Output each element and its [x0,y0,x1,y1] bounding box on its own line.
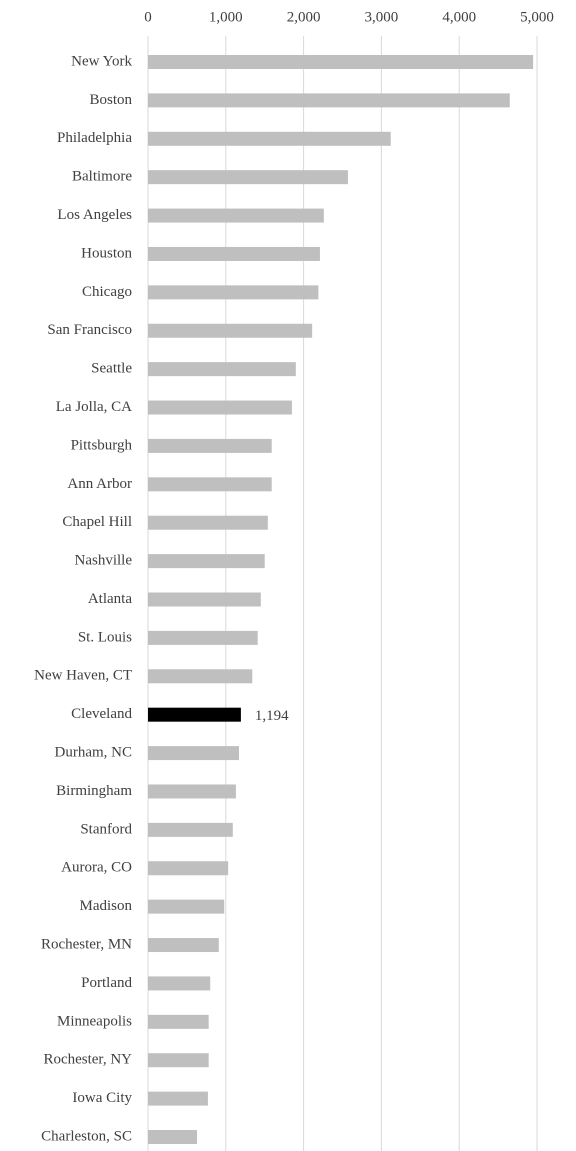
bar [148,938,219,953]
bar [148,55,534,69]
y-tick-label: Houston [81,245,132,261]
y-tick-label: Iowa City [72,1090,132,1106]
bar [148,400,292,415]
bar [148,861,229,876]
y-tick-label: Cleveland [71,706,132,722]
bar [148,1053,209,1068]
bar [148,630,258,645]
bar [148,784,236,799]
y-tick-label: Birmingham [56,783,132,799]
x-tick-label: 4,000 [442,9,476,25]
bar [148,515,268,530]
bar [148,1014,209,1029]
y-tick-label: Atlanta [88,591,132,607]
y-tick-label: Chicago [82,284,132,300]
y-tick-label: New York [71,53,132,69]
bar [148,208,324,223]
y-tick-label: Stanford [80,821,132,837]
y-tick-label: San Francisco [47,322,132,338]
bar [148,1130,198,1144]
data-label: 1,194 [255,708,289,724]
x-tick-label: 1,000 [209,9,243,25]
bar [148,1091,208,1106]
bar [148,246,320,261]
bar [148,592,261,607]
y-tick-label: Baltimore [72,169,132,185]
bar [148,93,510,108]
x-tick-label: 2,000 [287,9,321,25]
y-tick-label: Minneapolis [57,1013,132,1029]
x-tick-label: 3,000 [365,9,399,25]
x-tick-label: 0 [144,9,152,25]
y-tick-label: Charleston, SC [41,1128,132,1144]
bar [148,477,272,492]
y-tick-label: Pittsburgh [71,437,133,453]
y-tick-label: Boston [89,92,132,108]
y-tick-label: Aurora, CO [61,860,132,876]
bar [148,131,391,146]
y-tick-label: Chapel Hill [62,514,132,530]
y-tick-label: Durham, NC [55,745,133,761]
bar [148,746,240,761]
x-tick-label: 5,000 [520,9,554,25]
bar [148,707,241,722]
y-tick-label: Ann Arbor [67,476,132,492]
bar [148,170,348,185]
y-tick-label: Rochester, NY [43,1052,132,1068]
bar [148,438,272,453]
bar [148,285,319,300]
bar [148,669,253,684]
y-tick-label: Madison [80,898,133,914]
y-tick-label: La Jolla, CA [56,399,132,415]
y-tick-label: Philadelphia [57,130,132,146]
y-tick-label: Los Angeles [57,207,132,223]
y-tick-label: Rochester, MN [41,936,132,952]
y-tick-label: St. Louis [78,629,132,645]
y-tick-label: Nashville [75,553,133,569]
bar [148,976,211,991]
y-tick-label: Seattle [91,361,132,377]
bar [148,323,313,338]
y-tick-label: Portland [81,975,132,991]
bar [148,899,225,914]
bar [148,822,233,837]
bar [148,554,265,569]
bar [148,362,296,377]
y-tick-label: New Haven, CT [34,668,132,684]
